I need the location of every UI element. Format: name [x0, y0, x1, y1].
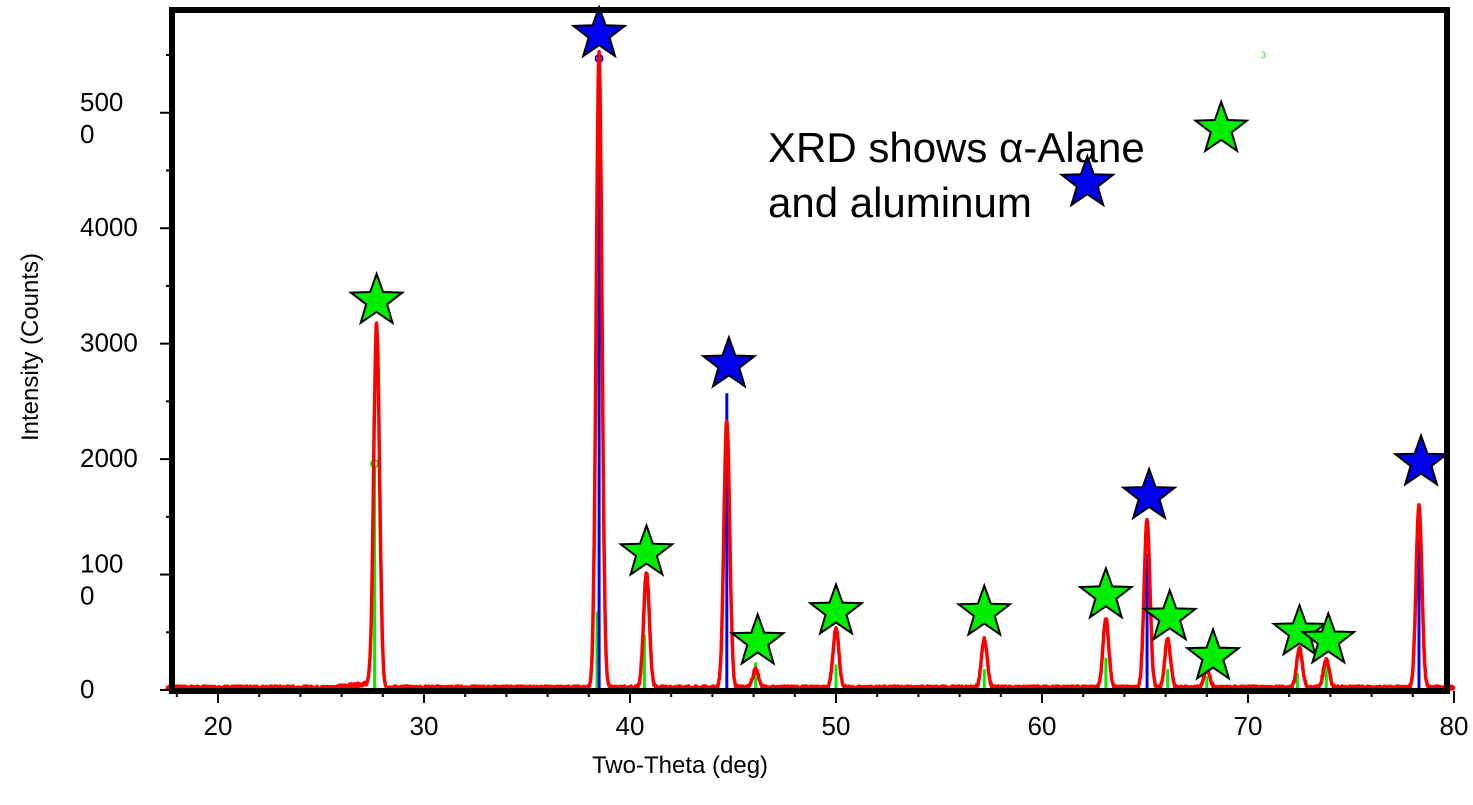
x-tick-label: 60 — [1028, 711, 1057, 741]
x-axis-title: Two-Theta (deg) — [592, 752, 768, 779]
plot-frame — [169, 7, 1450, 694]
y-tick-label: 0 — [80, 581, 94, 611]
star-marker — [729, 611, 787, 666]
annotation-line-1: XRD shows α-Alane — [768, 124, 1145, 171]
peak-star-markers — [348, 4, 1450, 681]
y-tick-label: 4000 — [80, 212, 138, 242]
y-tick-label: 0 — [80, 674, 94, 704]
star-marker — [1392, 432, 1450, 487]
y-axis-title: Intensity (Counts) — [17, 253, 44, 441]
star-marker — [807, 581, 865, 636]
y-tick-label: 500 — [80, 87, 123, 117]
star-marker — [617, 522, 676, 577]
pattern-line — [165, 50, 1456, 692]
star-marker — [1120, 466, 1178, 521]
star-marker — [1270, 602, 1329, 657]
x-tick-label: 80 — [1440, 711, 1469, 741]
star-marker — [1058, 153, 1116, 208]
y-tick-label: 100 — [80, 549, 123, 579]
star-marker — [1192, 98, 1250, 154]
x-tick-label: 40 — [616, 711, 645, 741]
star-marker — [1299, 610, 1357, 665]
annotation-line-2: and aluminum — [768, 179, 1032, 226]
y-tick-label: 2000 — [80, 443, 138, 473]
star-marker — [1141, 587, 1199, 642]
x-tick-label: 70 — [1234, 711, 1263, 741]
x-tick-label: 20 — [204, 711, 233, 741]
x-tick-label: 30 — [410, 711, 439, 741]
star-marker — [700, 334, 758, 389]
stray-mark: 3 — [1261, 50, 1266, 60]
y-tick-label: 0 — [80, 119, 94, 149]
star-marker — [1077, 565, 1135, 620]
star-marker — [570, 4, 628, 59]
star-marker — [955, 582, 1013, 637]
star-marker — [1184, 626, 1242, 681]
x-axis-ticks: 20 30 40 50 60 70 80 — [175, 691, 1469, 741]
x-tick-label: 50 — [822, 711, 851, 741]
star-marker — [348, 270, 406, 326]
y-tick-label: 3000 — [80, 328, 138, 358]
